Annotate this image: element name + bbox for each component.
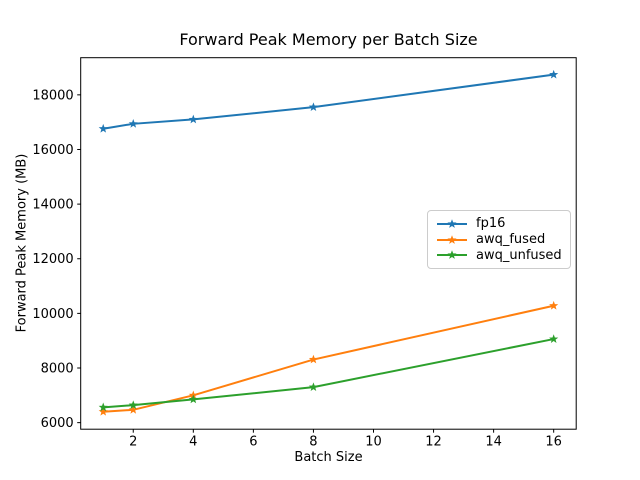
x-tick-label: 16 — [545, 435, 562, 450]
x-tick-label: 10 — [365, 435, 382, 450]
legend-line-icon — [437, 250, 467, 260]
y-tick-label: 10000 — [32, 307, 73, 322]
legend-line-icon — [437, 219, 467, 228]
series-line-fp16 — [102, 73, 555, 130]
x-tick-label: 2 — [129, 435, 137, 450]
legend-label: awq_fused — [476, 232, 546, 247]
legend-entry-awq_unfused: awq_unfused — [436, 247, 562, 263]
series-marker-awq_unfused — [128, 400, 138, 410]
series-marker-fp16 — [98, 123, 108, 133]
x-tick-label: 4 — [189, 435, 197, 450]
series-marker-awq_fused — [98, 406, 108, 416]
y-tick-label: 8000 — [41, 362, 74, 377]
series-marker-awq_unfused — [308, 382, 318, 392]
series-marker-awq_unfused — [549, 334, 559, 343]
plot-box — [80, 57, 577, 430]
series-marker-awq_unfused — [188, 394, 198, 404]
series-marker-awq_fused — [308, 354, 318, 364]
series-marker-awq_fused — [128, 405, 138, 414]
series-marker-fp16 — [308, 102, 318, 112]
legend-entry-fp16: fp16 — [436, 216, 562, 232]
legend: fp16 awq_fused awq_unfused — [427, 210, 571, 269]
series-marker-awq_fused — [549, 300, 559, 310]
legend-label: awq_unfused — [476, 247, 562, 263]
series-marker-fp16 — [549, 69, 559, 79]
y-tick-label: 18000 — [32, 88, 73, 103]
series-line-awq_fused — [102, 304, 555, 413]
series-marker-fp16 — [188, 114, 198, 124]
legend-entry-awq_fused: awq_fused — [436, 232, 562, 248]
x-axis-label: Batch Size — [294, 450, 363, 465]
x-tick-label: 14 — [485, 435, 502, 450]
legend-line-icon — [437, 234, 467, 244]
y-tick-label: 16000 — [32, 143, 73, 158]
series-marker-fp16 — [128, 119, 138, 128]
y-tick-label: 14000 — [32, 198, 73, 213]
y-tick-label: 6000 — [41, 416, 74, 431]
chart-title: Forward Peak Memory per Batch Size — [179, 30, 478, 49]
series-line-awq_unfused — [102, 338, 555, 409]
x-tick-label: 6 — [249, 435, 257, 450]
y-axis-label: Forward Peak Memory (MB) — [14, 153, 30, 333]
series-marker-awq_unfused — [98, 402, 108, 412]
y-tick-label: 12000 — [32, 252, 73, 267]
x-tick-label: 8 — [309, 435, 317, 450]
legend-label: fp16 — [476, 216, 506, 232]
x-tick-label: 12 — [425, 435, 442, 450]
